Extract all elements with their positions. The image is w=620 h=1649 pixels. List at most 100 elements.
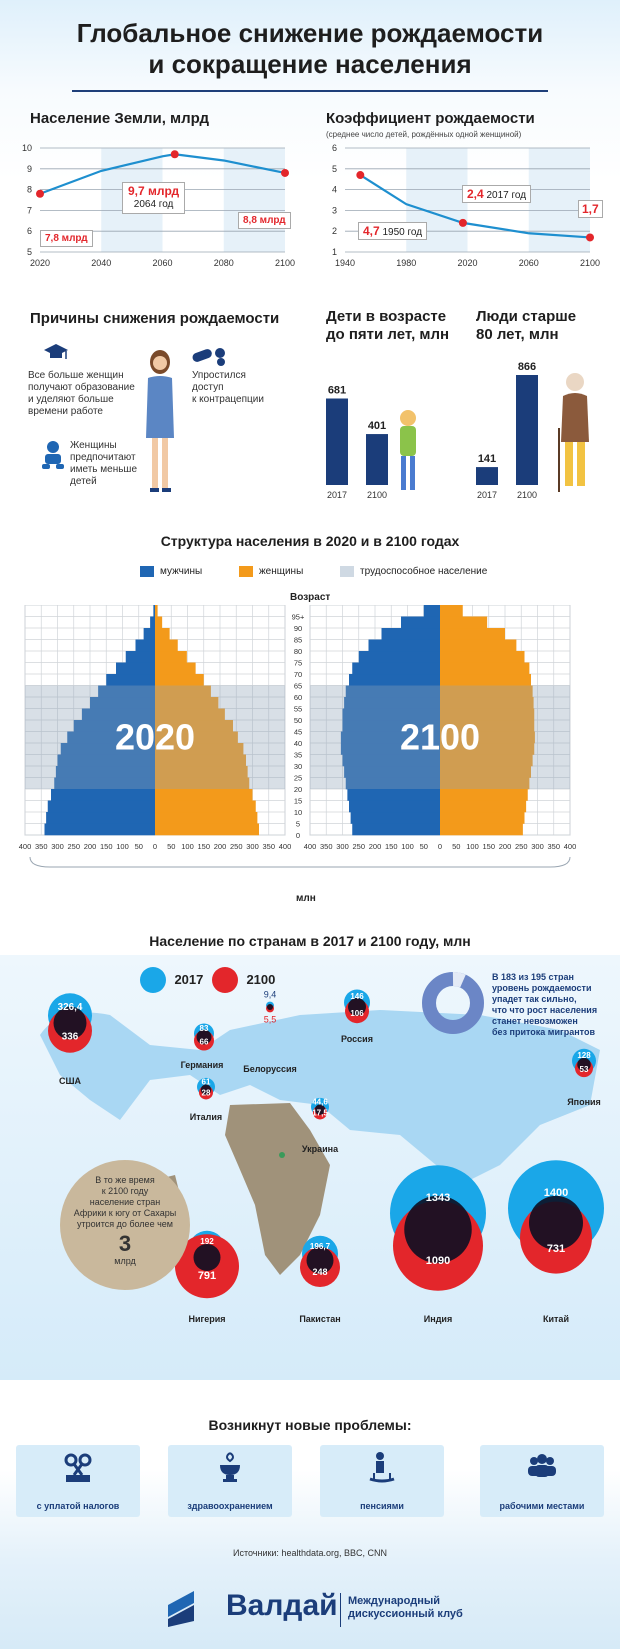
pyramid-age-tick: 25 <box>294 774 302 783</box>
pyramid-men-bar <box>349 800 440 813</box>
legend-men-swatch <box>140 566 154 577</box>
legend-women-swatch <box>238 566 253 577</box>
fert-y-tick: 5 <box>332 164 337 174</box>
pyramid-x-tick: 0 <box>153 842 157 851</box>
pyramid-x-tick: 250 <box>67 842 80 851</box>
pyramid-women-bar <box>155 662 196 675</box>
pyramid-x-tick: 400 <box>304 842 317 851</box>
logo-divider <box>340 1593 341 1627</box>
usa-bubble-overlap <box>53 1006 87 1040</box>
india-bubble-overlap <box>404 1195 472 1264</box>
pop-x-tick: 2060 <box>152 258 172 268</box>
valdai-logo-mark <box>168 1591 194 1627</box>
pyramid-men-bar <box>125 651 155 663</box>
pyramid-women-bar <box>440 685 533 698</box>
pyramid-men-bar <box>342 754 440 767</box>
pyramid-age-tick: 80 <box>294 647 302 656</box>
russia-name: Россия <box>341 1034 373 1044</box>
pop-label-2020: 7,8 млрд <box>40 230 93 247</box>
usa-value-2017: 326,4 <box>58 1002 83 1013</box>
structure-title: Структура населения в 2020 и в 2100 года… <box>160 533 460 549</box>
children-bar <box>366 434 388 485</box>
fert-y-tick: 3 <box>332 205 337 215</box>
pyramid-age-tick: 20 <box>294 785 302 794</box>
pyramid-men-bar <box>368 639 440 652</box>
pyramid-women-bar <box>155 720 233 732</box>
germany-bubble-overlap <box>196 1029 212 1045</box>
elderly-bar <box>516 375 538 485</box>
pyramid-women-bar <box>440 754 533 767</box>
pyramid-men-bar <box>47 800 155 813</box>
pyramid-x-tick: 200 <box>369 842 382 851</box>
pyramid-men-bar <box>340 731 440 744</box>
pyramid-age-tick: 70 <box>294 670 302 679</box>
pyramid-women-bar <box>155 708 225 721</box>
pyramid-age-tick: 5 <box>296 820 300 829</box>
fert-x-tick: 1980 <box>396 258 416 268</box>
pyramid-men-bar <box>349 674 440 686</box>
pyramid-x-tick: 400 <box>19 842 32 851</box>
pyramid-men-bar <box>153 605 155 617</box>
fert-x-tick: 2060 <box>519 258 539 268</box>
children-title: Дети в возрасте до пяти лет, млн <box>326 308 450 343</box>
pop-point <box>281 168 289 177</box>
italy-bubble-overlap <box>200 1084 212 1095</box>
club-name: Международный дискуссионный клуб <box>348 1595 463 1620</box>
pyramid-x-tick: 150 <box>197 842 210 851</box>
children-bar-chart: 681 2017 401 2100 <box>326 384 388 500</box>
child-icon <box>400 410 416 490</box>
pyramid-men-bar <box>60 743 155 755</box>
pyramid-men-bar <box>342 708 440 721</box>
rocking-chair-icon <box>369 1452 395 1483</box>
china-bubble-overlap <box>529 1195 583 1250</box>
structure-legend: мужчины женщины трудоспособное население <box>140 566 487 577</box>
woman-icon <box>146 350 174 492</box>
pyramid-women-bar <box>155 674 204 686</box>
pyramid-women-bar <box>155 651 187 663</box>
pyramid-x-tick: 100 <box>401 842 414 851</box>
pakistan-name: Пакистан <box>299 1314 340 1324</box>
elderly-title: Люди старше 80 лет, млн <box>476 308 577 343</box>
pyramid-men-bar <box>90 697 155 709</box>
china-value-2017: 1400 <box>544 1187 568 1199</box>
pyramid-women-bar <box>155 685 211 698</box>
pop-point <box>36 189 44 198</box>
belarus-bubble-overlap <box>267 1004 273 1010</box>
pyramid-x-tick: 100 <box>181 842 194 851</box>
pop-band <box>223 148 285 252</box>
pyramid-men-bar <box>143 628 155 640</box>
pop-line <box>39 153 286 195</box>
pyramid-women-bar <box>440 662 530 675</box>
pyramid-women-bar <box>155 754 246 767</box>
pyramid-women-bar <box>155 766 248 778</box>
fertility-chart-subtitle: (среднее число детей, рождённых одной же… <box>326 130 522 139</box>
nigeria-bubble-overlap <box>193 1243 221 1271</box>
russia-bubble-overlap <box>348 997 366 1016</box>
pyramid-x-tick: 250 <box>230 842 243 851</box>
fert-y-tick: 1 <box>332 247 337 257</box>
elderly-bar-value: 866 <box>518 361 536 373</box>
pyramid-age-tick: 55 <box>294 705 302 714</box>
title-underline <box>72 90 548 92</box>
italy-value-2100: 28 <box>202 1088 211 1097</box>
pyramid-men-bar <box>106 674 155 686</box>
pyramid-women-bar <box>440 628 505 640</box>
pyramid-age-tick: 30 <box>294 762 302 771</box>
pyramid-women-bar <box>155 812 258 824</box>
pyramid-x-tick: 150 <box>385 842 398 851</box>
pyramid-women-bar <box>440 777 530 790</box>
pop-y-tick: 8 <box>27 185 32 195</box>
pakistan-bubble-overlap <box>306 1246 334 1274</box>
pyramid-women-bar <box>155 697 219 709</box>
pyramid-women-bar <box>155 616 163 629</box>
migration-note: В 183 из 195 стран уровень рождаемости у… <box>492 972 598 1037</box>
pyramid-women-bar <box>440 616 488 629</box>
pyramid-men-bar <box>347 789 440 801</box>
pyramid-men-bar <box>344 697 440 709</box>
children-bar <box>326 398 348 485</box>
pyramid-x-tick: 350 <box>320 842 333 851</box>
pyramid-men-bar <box>350 812 440 824</box>
nigeria-value-2100: 791 <box>198 1270 216 1282</box>
pop-x-tick: 2080 <box>214 258 234 268</box>
pyramid-x-tick: 350 <box>262 842 275 851</box>
